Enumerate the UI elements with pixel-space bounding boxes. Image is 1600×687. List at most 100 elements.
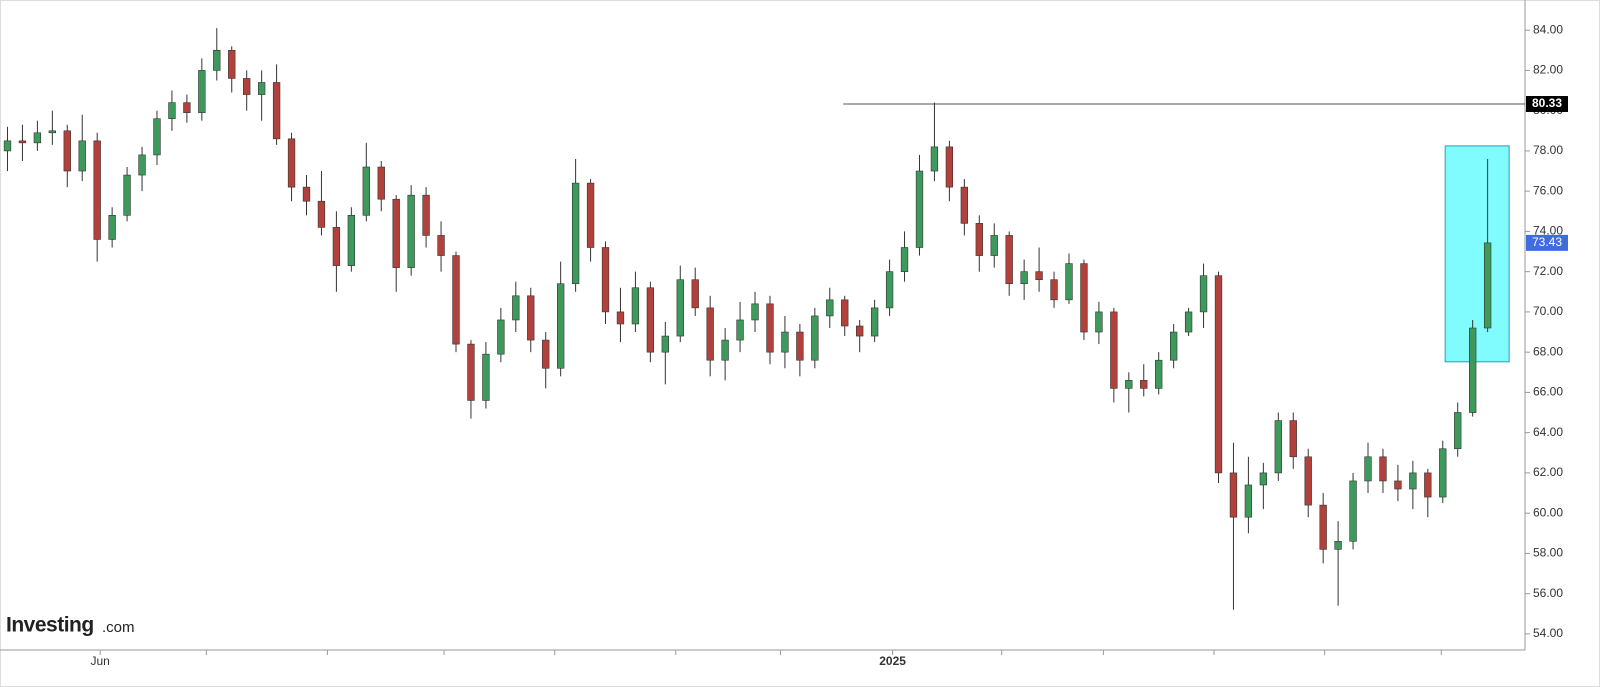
candle-body [571, 182, 580, 285]
candle-body [422, 194, 430, 236]
candle-body [1439, 448, 1447, 498]
candle-body [138, 154, 146, 176]
x-tick-label: 2025 [879, 654, 906, 668]
candle-body [841, 299, 849, 327]
y-tick-label: 84.00 [1533, 22, 1563, 36]
candle-body [1169, 331, 1178, 361]
candle-body [1080, 263, 1088, 333]
y-tick-label: 72.00 [1533, 264, 1563, 278]
candle-body [392, 198, 400, 268]
candle-body [586, 182, 595, 248]
candle-body [1035, 271, 1043, 281]
candle-body [1364, 456, 1372, 482]
candle-body [257, 82, 266, 95]
candle-body [990, 235, 998, 256]
candle-body [691, 279, 699, 309]
y-tick-label: 74.00 [1533, 224, 1563, 238]
y-tick-label: 70.00 [1533, 304, 1563, 318]
candle-body [33, 132, 42, 144]
candle-body [452, 255, 460, 345]
candle-body [332, 227, 341, 266]
candle-body [93, 140, 101, 240]
last-price-label: 73.43 [1532, 235, 1562, 249]
candle-body [1140, 380, 1148, 389]
candle-body [945, 146, 954, 188]
candle-body [721, 339, 729, 361]
last-price-tag [1526, 234, 1568, 251]
candle-body [123, 174, 131, 216]
candle-body [900, 247, 909, 272]
candle-body [1065, 263, 1073, 301]
candle-body [63, 130, 71, 172]
candle-body [601, 247, 610, 313]
candle-body [960, 186, 969, 224]
candle-body [183, 102, 191, 113]
candle-body [751, 303, 759, 321]
candle-body [975, 223, 983, 256]
candle-body [885, 271, 894, 309]
y-tick-label: 76.00 [1533, 183, 1563, 197]
candle-body [706, 307, 714, 361]
y-tick-label: 62.00 [1533, 465, 1563, 479]
candle-body [362, 166, 370, 216]
candle-body [1050, 279, 1058, 301]
candle-body [736, 319, 744, 341]
candle-body [1319, 504, 1327, 550]
candle-body [1125, 380, 1133, 389]
candle-body [1005, 235, 1013, 285]
candle-body [1274, 420, 1282, 474]
candle-body [18, 140, 27, 144]
candle-body [1110, 311, 1118, 389]
candle-body [198, 70, 206, 113]
candle-body [1379, 456, 1387, 482]
candle-body [646, 287, 655, 353]
candle-body [1199, 275, 1208, 313]
y-tick-label: 54.00 [1533, 626, 1563, 640]
x-tick-label: Jun [90, 654, 109, 668]
y-tick-label: 64.00 [1533, 425, 1563, 439]
candle-body [631, 287, 640, 325]
y-tick-label: 68.00 [1533, 344, 1563, 358]
candle-body [796, 331, 804, 361]
level-tag-label: 80.33 [1532, 96, 1562, 110]
candle-body [168, 102, 176, 120]
y-tick-label: 66.00 [1533, 385, 1563, 399]
y-tick-label: 60.00 [1533, 505, 1563, 519]
candle-body [3, 140, 12, 152]
candle-body [1349, 480, 1357, 542]
candle-body [856, 325, 864, 337]
candle-body [347, 215, 356, 266]
candle-body [1483, 242, 1492, 329]
candle-body [1095, 311, 1103, 333]
candle-body [512, 295, 520, 321]
candle-body [1244, 484, 1253, 518]
candle-body [108, 215, 116, 240]
candle-body [48, 130, 56, 134]
candle-body [1289, 420, 1297, 458]
y-tick-label: 82.00 [1533, 63, 1563, 77]
candle-body [676, 279, 684, 337]
candle-body [1259, 472, 1268, 486]
candle-body [482, 353, 490, 401]
candle-body [1334, 541, 1342, 550]
candle-body [1184, 311, 1193, 333]
candle-body [1155, 359, 1163, 389]
candle-body [930, 146, 939, 172]
candle-body [302, 186, 311, 202]
candle-body [616, 311, 625, 325]
y-tick-label: 78.00 [1533, 143, 1563, 157]
candle-body [272, 82, 281, 140]
candle-body [317, 200, 326, 228]
candle-body [1304, 456, 1312, 506]
candle-body [497, 319, 505, 355]
candle-body [915, 170, 924, 248]
level-tag [1526, 96, 1568, 113]
y-tick-label: 58.00 [1533, 546, 1563, 560]
candle-body [826, 299, 834, 317]
candle-body [527, 295, 535, 341]
candle-body [766, 303, 774, 353]
logo-brand: Investing [6, 614, 94, 637]
candle-body [467, 343, 475, 401]
candle-body [781, 331, 789, 353]
